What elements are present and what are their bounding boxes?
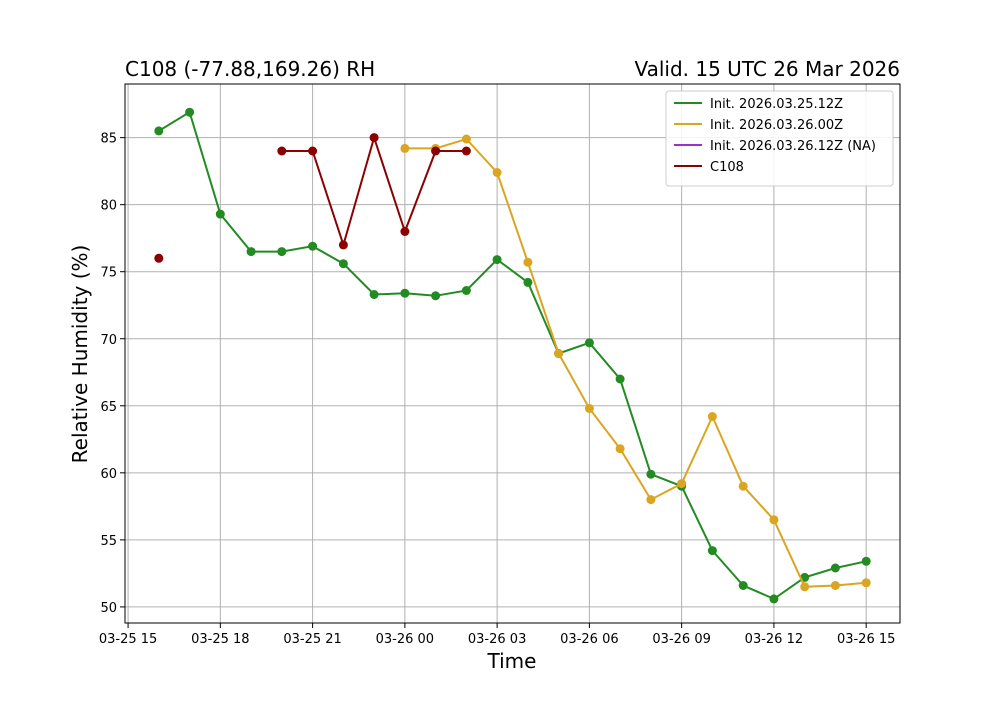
data-point-series-0 bbox=[461, 286, 471, 295]
data-point-series-1 bbox=[707, 412, 717, 421]
data-point-series-1 bbox=[554, 349, 564, 358]
data-point-series-3 bbox=[308, 146, 318, 156]
data-point-series-1 bbox=[400, 143, 410, 153]
y-tick-label: 65 bbox=[100, 400, 117, 415]
data-point-series-1 bbox=[646, 495, 656, 505]
data-point-series-0 bbox=[400, 288, 410, 298]
data-point-series-0 bbox=[615, 374, 625, 384]
data-point-series-1 bbox=[584, 404, 594, 413]
data-point-series-0 bbox=[584, 338, 594, 348]
x-tick-label: 03-26 12 bbox=[745, 632, 803, 647]
x-tick-label: 03-26 00 bbox=[376, 632, 434, 647]
data-point-series-1 bbox=[461, 134, 471, 144]
x-tick-label: 03-25 18 bbox=[191, 632, 249, 647]
x-tick-label: 03-26 09 bbox=[652, 632, 710, 647]
data-point-series-0 bbox=[369, 290, 379, 299]
data-point-series-0 bbox=[830, 563, 840, 573]
data-point-series-0 bbox=[185, 107, 195, 117]
data-point-series-1 bbox=[738, 481, 748, 491]
data-point-series-3 bbox=[400, 227, 410, 236]
chart-title-right: Valid. 15 UTC 26 Mar 2026 bbox=[634, 57, 900, 81]
series-line-1 bbox=[404, 137, 867, 588]
legend-label: C108 bbox=[710, 160, 744, 175]
data-point-series-0 bbox=[738, 581, 748, 590]
data-point-series-0 bbox=[492, 255, 502, 265]
y-axis-label: Relative Humidity (%) bbox=[68, 245, 92, 464]
data-point-series-0 bbox=[707, 546, 717, 556]
x-axis-label: Time bbox=[487, 649, 537, 673]
chart-title-left: C108 (-77.88,169.26) RH bbox=[125, 57, 375, 81]
data-point-series-1 bbox=[492, 168, 502, 177]
series-line-0 bbox=[158, 110, 867, 601]
data-point-series-0 bbox=[523, 277, 533, 287]
x-tick-label: 03-25 21 bbox=[283, 632, 341, 647]
data-point-series-0 bbox=[338, 259, 348, 269]
data-point-series-1 bbox=[615, 444, 625, 454]
y-tick-label: 80 bbox=[100, 199, 117, 214]
data-point-series-0 bbox=[861, 556, 871, 566]
data-point-series-1 bbox=[769, 515, 779, 525]
x-tick-label: 03-25 15 bbox=[99, 632, 157, 647]
data-point-series-0 bbox=[246, 247, 256, 257]
data-point-series-1 bbox=[830, 581, 840, 590]
data-point-series-3 bbox=[338, 240, 348, 250]
x-tick-label: 03-26 15 bbox=[837, 632, 895, 647]
legend: Init. 2026.03.25.12Z Init. 2026.03.26.00Z… bbox=[665, 90, 894, 187]
data-point-series-1 bbox=[800, 582, 810, 592]
data-point-series-3 bbox=[277, 146, 287, 156]
data-point-series-0 bbox=[215, 209, 225, 219]
plot-frame bbox=[124, 83, 901, 624]
data-point-series-0 bbox=[646, 469, 656, 479]
axis-layer: 03-25 15 03-25 18 03-25 21 03-26 00 03-26 03… bbox=[99, 132, 896, 647]
legend-label: Init. 2026.03.26.00Z bbox=[710, 118, 843, 133]
y-tick-label: 60 bbox=[100, 467, 117, 482]
y-tick-label: 85 bbox=[100, 132, 117, 147]
y-tick-label: 55 bbox=[100, 534, 117, 549]
data-point-series-0 bbox=[277, 247, 287, 257]
legend-box bbox=[665, 90, 894, 187]
series-layer bbox=[154, 107, 871, 604]
x-tick-label: 03-26 03 bbox=[468, 632, 526, 647]
y-tick-label: 50 bbox=[100, 601, 117, 616]
legend-label: Init. 2026.03.26.12Z (NA) bbox=[710, 139, 876, 154]
y-tick-label: 70 bbox=[100, 333, 117, 348]
legend-label: Init. 2026.03.25.12Z bbox=[710, 97, 843, 112]
data-point-series-3 bbox=[154, 253, 164, 263]
data-point-series-0 bbox=[154, 126, 164, 136]
data-point-series-0 bbox=[308, 241, 318, 251]
y-tick-label: 75 bbox=[100, 266, 117, 281]
data-point-series-1 bbox=[677, 479, 687, 489]
data-point-series-1 bbox=[523, 257, 533, 267]
x-tick-label: 03-26 06 bbox=[560, 632, 618, 647]
data-point-series-0 bbox=[431, 291, 441, 301]
data-point-series-3 bbox=[431, 146, 441, 156]
data-point-series-3 bbox=[369, 133, 379, 143]
data-point-series-1 bbox=[861, 578, 871, 588]
data-point-series-0 bbox=[769, 594, 779, 604]
data-point-series-3 bbox=[461, 146, 471, 156]
